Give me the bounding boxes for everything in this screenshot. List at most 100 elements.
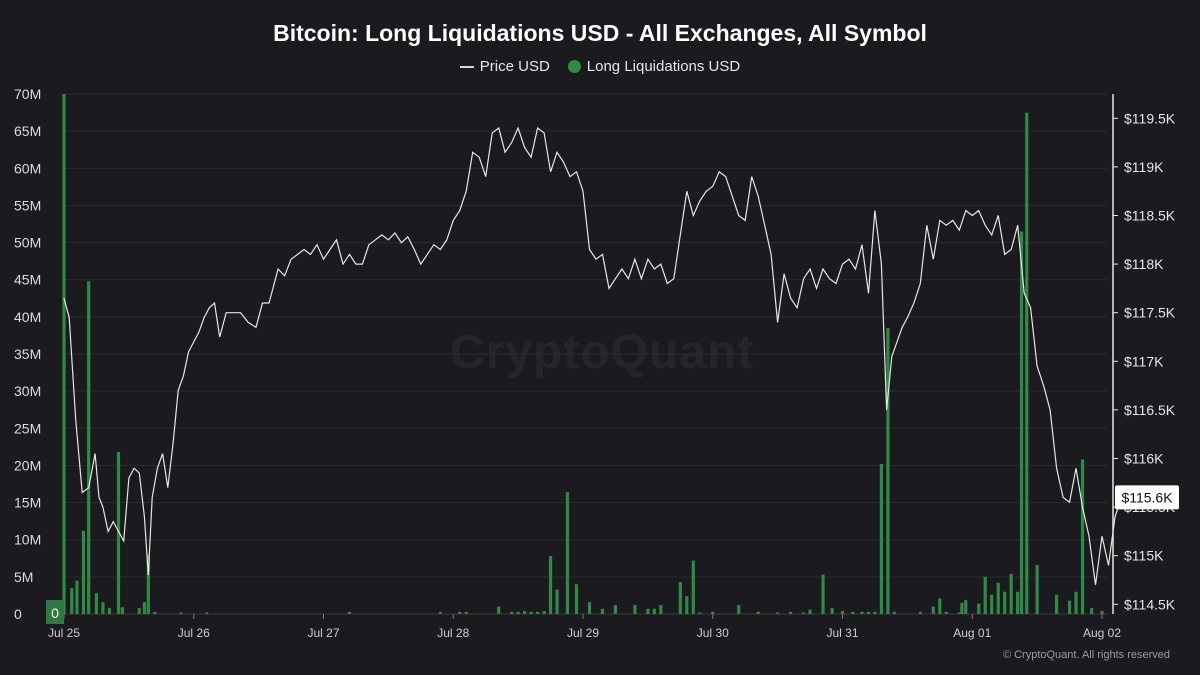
liquidation-bar: [120, 607, 124, 614]
y-tick-label-left: 25M: [14, 420, 41, 436]
liquidation-bar: [830, 608, 834, 614]
liquidation-bar: [1016, 591, 1020, 614]
liquidation-bar: [1025, 112, 1029, 615]
liquidation-bar: [94, 593, 99, 614]
liquidation-bar: [756, 611, 760, 614]
liquidation-bar: [860, 611, 864, 614]
y-tick-label-left: 55M: [14, 197, 41, 213]
liquidation-bar: [938, 598, 942, 614]
liquidation-bar: [101, 602, 105, 614]
chart-title: Bitcoin: Long Liquidations USD - All Exc…: [273, 20, 927, 46]
x-tick-label: Aug 02: [1083, 626, 1121, 640]
liquidation-bar: [879, 463, 884, 614]
legend-item-price[interactable]: Price USD: [459, 58, 550, 75]
chart-legend: Price USD Long Liquidations USD: [0, 58, 1200, 75]
zero-label: 0: [51, 605, 59, 621]
liquidation-bar: [62, 94, 66, 614]
y-tick-label-left: 35M: [14, 346, 41, 362]
liquidation-bar: [1054, 594, 1059, 614]
liquidation-bar: [142, 602, 147, 614]
y-tick-label-right: $114.5K: [1124, 596, 1176, 612]
liquidation-bar: [789, 611, 793, 614]
liquidation-bar: [944, 611, 948, 614]
y-tick-label-right: $117.5K: [1124, 305, 1176, 321]
y-tick-label-right: $118K: [1124, 256, 1164, 272]
price-line: [63, 126, 1123, 585]
liquidation-bar: [587, 602, 592, 614]
y-tick-label-right: $119.5K: [1124, 110, 1176, 126]
liquidation-bar: [866, 611, 871, 614]
liquidation-bar: [633, 605, 637, 614]
liquidation-bar: [497, 606, 501, 614]
watermark: CryptoQuant: [450, 326, 755, 379]
liquidation-bar: [977, 603, 981, 614]
liquidation-bar: [1090, 608, 1094, 614]
current-price-badge: [1115, 485, 1179, 510]
zero-label-badge: [46, 600, 64, 624]
liquidation-bar: [840, 611, 845, 614]
legend-label-liquidations: Long Liquidations USD: [586, 58, 741, 75]
legend-item-liquidations[interactable]: Long Liquidations USD: [567, 58, 741, 75]
liquidation-bar: [873, 611, 877, 614]
y-tick-label-left: 10M: [14, 532, 41, 548]
liquidation-bar: [529, 611, 533, 614]
liquidation-bar: [1019, 231, 1024, 614]
liquidation-bar: [711, 611, 715, 614]
liquidation-bar: [918, 611, 922, 614]
liquidation-bar: [983, 576, 987, 614]
liquidation-bar: [458, 611, 462, 614]
liquidation-bar: [542, 611, 546, 614]
liquidation-bar: [996, 582, 1000, 614]
legend-label-price: Price USD: [479, 58, 550, 75]
y-tick-label-left: 30M: [14, 383, 41, 399]
liquidation-bar: [1003, 591, 1007, 614]
liquidation-bar: [892, 611, 896, 614]
y-tick-label-left: 40M: [14, 309, 41, 325]
x-tick-label: Jul 31: [826, 626, 858, 640]
liquidation-bar: [153, 611, 157, 614]
liquidation-bar: [613, 605, 618, 614]
y-tick-label-left: 60M: [14, 160, 41, 176]
liquidation-bar: [347, 611, 352, 614]
y-tick-label-right: $117K: [1124, 353, 1164, 369]
liquidation-bar: [960, 602, 964, 614]
liquidation-bar: [691, 560, 695, 614]
liquidation-bar: [808, 609, 812, 614]
liquidation-bar: [776, 612, 780, 614]
x-tick-label: Jul 25: [48, 626, 80, 640]
liquidation-bar: [107, 608, 112, 614]
liquidation-bar: [1009, 573, 1013, 614]
liquidation-bar: [464, 611, 468, 614]
liquidation-bar: [646, 608, 650, 614]
liquidation-bar: [205, 612, 209, 614]
liquidation-bar: [137, 608, 141, 614]
liquidation-bar: [535, 611, 540, 614]
x-tick-label: Jul 26: [178, 626, 210, 640]
legend-dot-swatch: [567, 60, 581, 73]
liquidation-bar: [685, 596, 689, 614]
liquidation-bar: [81, 530, 86, 614]
liquidation-bar: [438, 611, 442, 614]
liquidation-bar: [1100, 611, 1104, 614]
liquidation-bar: [179, 612, 183, 614]
liquidation-bar: [801, 612, 806, 614]
liquidation-bar: [523, 611, 527, 614]
liquidation-bar: [1080, 459, 1085, 614]
y-tick-label-left: 20M: [14, 457, 41, 473]
x-tick-label: Jul 29: [567, 626, 599, 640]
y-tick-label-right: $116.5K: [1124, 402, 1176, 418]
y-tick-label-left: 70M: [14, 86, 41, 102]
y-tick-label-right: $118.5K: [1124, 207, 1176, 223]
liquidation-bar: [1067, 600, 1072, 614]
current-price-label: $115.6K: [1121, 489, 1173, 505]
liquidation-bar: [510, 611, 514, 614]
liquidation-bar: [678, 582, 682, 614]
liquidation-bar: [698, 612, 702, 614]
x-tick-label: Jul 27: [307, 626, 339, 640]
liquidation-bar: [1035, 564, 1039, 614]
y-tick-label-right: $116K: [1124, 450, 1164, 466]
y-tick-label-left: 65M: [14, 123, 41, 139]
liquidation-bar: [990, 594, 994, 614]
liquidation-bar: [886, 328, 890, 614]
